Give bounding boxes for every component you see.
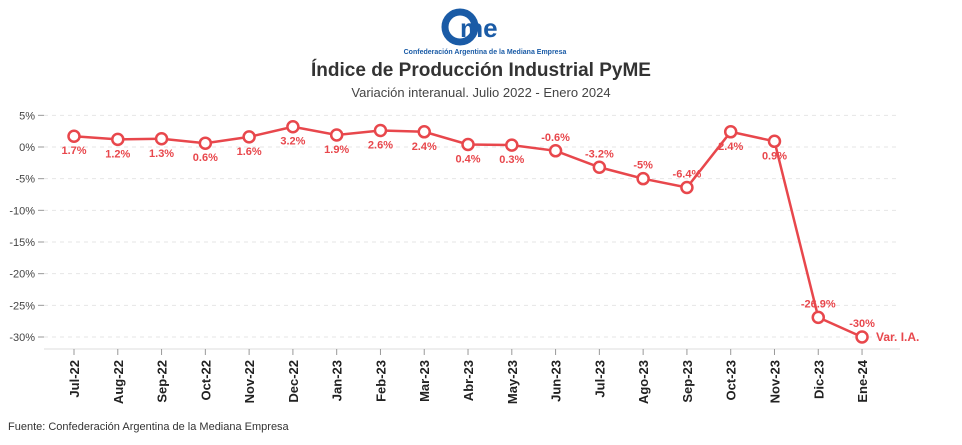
y-tick-label: -30% (9, 332, 35, 344)
data-label: 0.6% (193, 152, 218, 164)
data-point (636, 171, 650, 186)
data-label: 0.9% (762, 150, 787, 162)
x-tick-label: Dec-22 (286, 360, 301, 403)
series-legend-label: Var. I.A. (876, 330, 919, 344)
x-tick-label: Sep-22 (155, 360, 170, 403)
data-point (198, 136, 213, 150)
came-logo: me (441, 8, 498, 46)
x-tick-label: May-23 (505, 360, 520, 404)
data-point (680, 180, 694, 195)
chart-title: Índice de Producción Industrial PyME (311, 60, 651, 81)
data-label: 3.2% (280, 136, 305, 148)
data-label: -30% (849, 318, 875, 330)
data-label: 0.3% (499, 154, 524, 166)
data-point (67, 129, 81, 143)
x-tick-label: Jan-23 (330, 360, 345, 401)
data-label: -26.9% (801, 298, 836, 310)
data-label: 1.2% (105, 148, 130, 160)
logo-caption: Confederación Argentina de la Mediana Em… (403, 49, 567, 56)
x-tick-label: Jul-23 (592, 360, 607, 398)
data-point (767, 134, 782, 149)
y-tick-label: -10% (9, 205, 35, 217)
x-tick-label: Ago-23 (636, 360, 651, 404)
data-label: 1.7% (61, 145, 86, 157)
data-point (723, 125, 738, 139)
x-tick-label: Nov-22 (242, 360, 257, 403)
data-label: 0.4% (455, 153, 480, 165)
x-tick-label: Sep-23 (680, 360, 695, 403)
y-tick-label: -5% (15, 174, 35, 186)
x-tick-label: Oct-23 (724, 360, 739, 400)
data-label: 1.9% (324, 144, 349, 156)
data-label: -6.4% (673, 169, 702, 181)
data-point (505, 138, 519, 152)
data-label: -0.6% (541, 132, 570, 144)
data-point (548, 144, 563, 158)
y-tick-label: 5% (19, 110, 35, 122)
x-tick-label: Jun-23 (549, 360, 564, 402)
data-point (373, 123, 388, 138)
y-tick-label: -25% (9, 300, 35, 312)
data-point (329, 128, 344, 142)
line-chart: 5% 0% -5% -10% -15% -20% -25% -30% Jul-22 Aug-22 S… (9, 110, 919, 404)
x-tick-label: Aug-22 (111, 360, 126, 404)
data-label: 2.4% (718, 141, 743, 153)
data-point (417, 125, 431, 139)
data-point (286, 119, 300, 134)
source-note: Fuente: Confederación Argentina de la Me… (8, 421, 289, 433)
data-point (111, 132, 125, 147)
data-label: -3.2% (585, 148, 614, 160)
data-label: 2.4% (412, 141, 437, 153)
data-point (811, 310, 826, 325)
x-tick-label: Feb-23 (373, 360, 388, 402)
x-tick-label: Mar-23 (417, 360, 432, 402)
chart-subtitle: Variación interanual. Julio 2022 - Enero… (351, 85, 611, 100)
x-tick-label: Abr-23 (461, 360, 476, 401)
x-tick-label: Oct-22 (198, 360, 213, 400)
svg-text:me: me (460, 13, 498, 43)
data-point (242, 130, 256, 144)
data-point (154, 132, 169, 146)
data-label: 1.6% (237, 146, 262, 158)
data-point (855, 330, 869, 344)
data-label: -5% (633, 160, 653, 172)
y-tick-label: 0% (19, 142, 35, 154)
x-tick-label: Jul-22 (67, 360, 82, 398)
data-point (461, 137, 475, 152)
y-tick-label: -15% (9, 237, 35, 249)
x-tick-label: Nov-23 (767, 360, 782, 403)
y-tick-label: -20% (9, 269, 35, 281)
data-point (592, 160, 607, 175)
x-tick-label: Ene-24 (855, 359, 870, 402)
data-label: 1.3% (149, 148, 174, 160)
x-tick-label: Dic-23 (811, 360, 826, 399)
data-label: 2.6% (368, 140, 393, 152)
